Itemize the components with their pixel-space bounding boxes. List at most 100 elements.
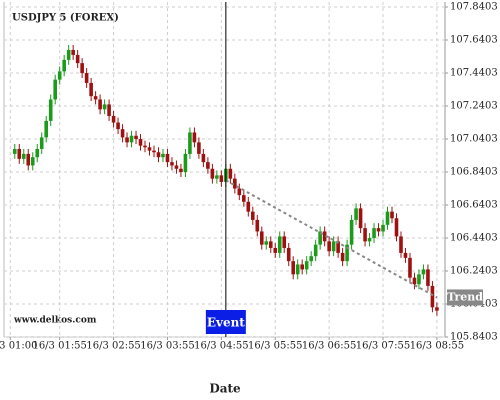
candle-body [322,231,327,242]
candle [358,203,363,234]
candle [372,223,376,243]
candle-body [66,49,71,60]
candle [138,134,143,151]
candle [273,242,278,258]
candle [44,115,49,143]
candle-body [327,241,331,252]
candle [309,251,313,267]
candle-body [250,211,255,220]
candle-body [331,241,336,252]
candle [129,130,134,148]
x-axis-label: Date [209,382,241,396]
candle-body [21,153,26,159]
candle [120,124,125,143]
candle [152,145,156,158]
candle [201,148,206,168]
candle-body [394,218,399,237]
x-tick-label: 16/3 08:55 [410,341,464,352]
candle-body [435,307,439,311]
candle-body [17,148,22,159]
candle [134,130,138,144]
candle-body [53,79,57,100]
candle [30,152,35,171]
candle-body [259,231,264,245]
candle [111,110,116,128]
candle-body [192,132,197,143]
candle [48,94,53,126]
candle-body [277,236,282,253]
candle [57,66,62,85]
candle-body [300,264,304,270]
candle-body [165,153,170,163]
candle [408,252,412,283]
candle [318,226,322,250]
candle-body [170,162,174,166]
candle-body [62,59,66,72]
candle [412,272,417,290]
candle [233,173,237,194]
candle-body [93,96,98,100]
candle [336,236,340,258]
candle [354,203,358,225]
candle [156,147,161,163]
candle [349,214,354,250]
candle [102,99,107,115]
candle [295,259,300,280]
candle [259,226,264,250]
candle-body [179,168,183,173]
candle-body [268,241,273,248]
candle-body [183,153,188,173]
candle-body [381,224,385,232]
candle-body [71,49,75,55]
x-tick-label: 16/3 06:55 [302,341,356,352]
candle-body [39,137,44,149]
y-tick-label: 106.6403 [450,200,498,211]
candle-body [354,208,358,220]
candle [53,74,57,105]
candle [12,143,17,159]
candle [80,58,84,78]
x-tick-label: 16/3 05:55 [248,341,302,352]
candle-body [102,104,107,110]
candle-body [336,241,340,253]
candle [367,233,372,247]
candle-body [152,150,156,153]
candle-body [125,137,129,143]
candle [188,127,192,159]
candle-body [430,285,435,308]
y-tick-label: 106.4403 [450,233,498,244]
x-tick-label: 16/3 02:55 [86,341,140,352]
candle-body [188,132,192,154]
candle [390,206,394,224]
candle [255,214,260,237]
candle [228,163,233,184]
candle-body [363,228,367,242]
candle-body [242,195,246,202]
candle [89,77,93,102]
x-tick-label: 16/3 07:55 [356,341,410,352]
candle-body [161,153,165,158]
candle [394,213,399,242]
candle-body [367,238,372,242]
candle-body [84,73,89,83]
candle [331,236,336,257]
candle [26,148,31,171]
trend-label-box [447,289,483,306]
candle-body [120,129,125,138]
candle [300,259,304,275]
candle-body [286,247,291,262]
candle [170,157,174,171]
candle-body [174,165,179,169]
candle-body [30,157,35,166]
candle-body [210,168,215,179]
candle-body [345,244,349,262]
candle-body [197,142,201,154]
candle-body [35,148,40,158]
candle [313,239,318,262]
candle-body [255,219,260,232]
candle-body [399,236,403,253]
candle-body [138,139,143,146]
watermark: www.delkos.com [13,316,97,326]
candle-body [403,252,408,258]
trend-label: Trend [447,290,483,303]
